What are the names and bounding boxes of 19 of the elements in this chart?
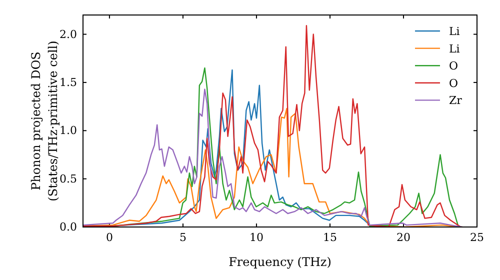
x-tick-label: 10 bbox=[249, 230, 264, 244]
legend-label: O bbox=[449, 60, 458, 73]
legend-label: Zr bbox=[449, 94, 463, 108]
x-tick-label: 20 bbox=[396, 230, 410, 244]
x-tick-label: 5 bbox=[179, 230, 186, 244]
x-tick-label: 25 bbox=[470, 230, 484, 244]
x-axis-title: Frequency (THz) bbox=[228, 255, 332, 269]
y-tick-label: 2.0 bbox=[60, 28, 77, 41]
legend-label: Li bbox=[449, 25, 460, 38]
x-tick-label: 15 bbox=[322, 230, 337, 244]
y-axis-title: Phonon projected DOS (States/THz·primitive cell) bbox=[29, 40, 60, 202]
legend-label: Li bbox=[449, 42, 460, 56]
line-series bbox=[83, 25, 462, 227]
y-tick-label: 0.0 bbox=[60, 220, 77, 234]
y-tick-label: 1.0 bbox=[60, 124, 77, 138]
y-tick-label: 1.5 bbox=[60, 76, 77, 89]
x-tick-label: 0 bbox=[106, 230, 113, 244]
y-tick-label: 0.5 bbox=[60, 172, 77, 186]
legend-label: O bbox=[449, 76, 458, 90]
